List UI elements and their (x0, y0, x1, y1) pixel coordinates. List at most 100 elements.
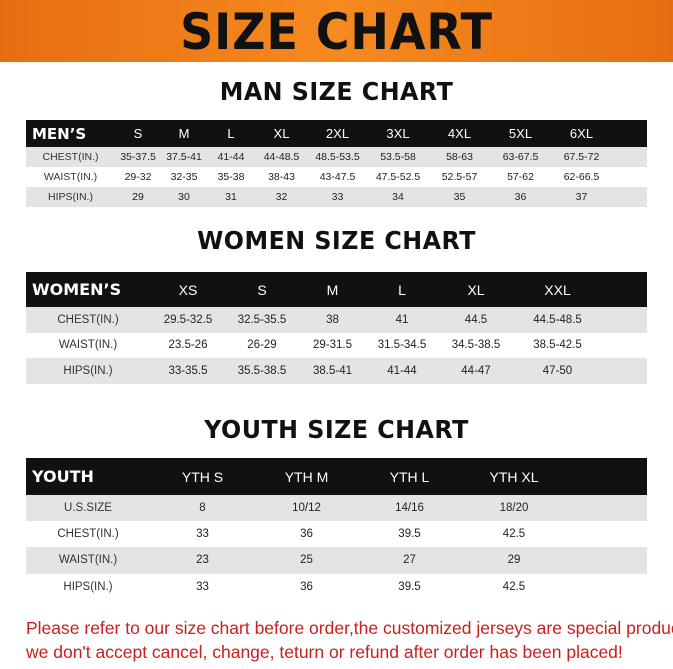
table-row: HIPS(IN.) 29 30 31 32 33 34 35 36 37 (26, 187, 647, 207)
table-cell: 27 (358, 547, 461, 574)
table-cell: 41-44 (207, 147, 255, 167)
row-label: CHEST(IN.) (26, 307, 150, 333)
row-label: HIPS(IN.) (26, 187, 115, 207)
table-cell: 44-47 (437, 358, 515, 384)
table-cell: 10/12 (255, 495, 358, 522)
youth-header-row: YOUTH YTH S YTH M YTH L YTH XL (26, 458, 647, 495)
table-cell: 52.5-57 (429, 167, 490, 187)
table-row: CHEST(IN.) 35-37.5 37.5-41 41-44 44-48.5 48.5… (26, 147, 647, 167)
women-chart-title: WOMEN SIZE CHART (197, 226, 476, 255)
empty-cell (600, 307, 647, 333)
youth-chart-title: YOUTH SIZE CHART (204, 415, 469, 444)
table-cell: 29.5-32.5 (150, 307, 226, 333)
empty-cell (612, 187, 647, 207)
youth-size-table: YOUTH YTH S YTH M YTH L YTH XL U.S.SIZE 8 10/12… (26, 458, 647, 600)
table-row: CHEST(IN.) 29.5-32.5 32.5-35.5 38 41 44.5 44.5… (26, 307, 647, 333)
size-header-cell: 3XL (367, 120, 429, 147)
table-cell: 38-43 (255, 167, 308, 187)
table-row: WAIST(IN.) 23 25 27 29 (26, 547, 647, 574)
size-header-cell: L (207, 120, 255, 147)
table-cell: 41 (367, 307, 437, 333)
table-cell: 58-63 (429, 147, 490, 167)
table-cell: 63-67.5 (490, 147, 551, 167)
table-cell: 48.5-53.5 (308, 147, 367, 167)
table-cell: 32.5-35.5 (226, 307, 298, 333)
table-cell: 53.5-58 (367, 147, 429, 167)
table-cell: 35-37.5 (115, 147, 161, 167)
table-cell: 33-35.5 (150, 358, 226, 384)
size-header-cell: S (226, 272, 298, 307)
table-cell: 39.5 (358, 573, 461, 600)
table-cell: 42.5 (461, 573, 567, 600)
table-cell: 42.5 (461, 521, 567, 548)
table-cell: 41-44 (367, 358, 437, 384)
table-cell: 29-32 (115, 167, 161, 187)
row-label: HIPS(IN.) (26, 573, 150, 600)
size-header-cell: XL (437, 272, 515, 307)
men-size-table: MEN’S S M L XL 2XL 3XL 4XL 5XL 6XL CHEST(IN.) 35-37… (26, 120, 647, 207)
empty-cell (567, 495, 647, 522)
empty-cell (567, 458, 647, 495)
table-cell: 47.5-52.5 (367, 167, 429, 187)
table-cell: 25 (255, 547, 358, 574)
table-cell: 29 (461, 547, 567, 574)
table-cell: 14/16 (358, 495, 461, 522)
row-label: CHEST(IN.) (26, 521, 150, 548)
table-cell: 35-38 (207, 167, 255, 187)
size-header-cell: XL (255, 120, 308, 147)
table-cell: 44.5-48.5 (515, 307, 600, 333)
size-header-cell: YTH S (150, 458, 255, 495)
table-cell: 32-35 (161, 167, 207, 187)
table-cell: 37.5-41 (161, 147, 207, 167)
size-header-cell: 5XL (490, 120, 551, 147)
size-header-cell: XXL (515, 272, 600, 307)
row-label: WAIST(IN.) (26, 332, 150, 358)
empty-cell (600, 358, 647, 384)
table-title-cell: MEN’S (26, 120, 115, 147)
table-cell: 36 (255, 521, 358, 548)
table-cell: 34 (367, 187, 429, 207)
row-label: WAIST(IN.) (26, 547, 150, 574)
table-cell: 44-48.5 (255, 147, 308, 167)
empty-cell (612, 167, 647, 187)
table-cell: 38.5-42.5 (515, 332, 600, 358)
table-cell: 33 (308, 187, 367, 207)
row-label: HIPS(IN.) (26, 358, 150, 384)
size-header-cell: S (115, 120, 161, 147)
size-header-cell: YTH XL (461, 458, 567, 495)
size-header-cell: 6XL (551, 120, 612, 147)
table-cell: 29-31.5 (298, 332, 367, 358)
table-cell: 43-47.5 (308, 167, 367, 187)
table-row: HIPS(IN.) 33 36 39.5 42.5 (26, 573, 647, 600)
note-line-2: we don't accept cancel, change, teturn o… (26, 642, 623, 662)
table-cell: 34.5-38.5 (437, 332, 515, 358)
table-cell: 31 (207, 187, 255, 207)
empty-cell (612, 147, 647, 167)
table-cell: 33 (150, 521, 255, 548)
empty-cell (600, 332, 647, 358)
empty-cell (612, 120, 647, 147)
table-cell: 32 (255, 187, 308, 207)
table-cell: 8 (150, 495, 255, 522)
table-cell: 30 (161, 187, 207, 207)
banner-title: SIZE CHART (180, 3, 493, 61)
table-cell: 38 (298, 307, 367, 333)
table-cell: 44.5 (437, 307, 515, 333)
size-header-cell: M (298, 272, 367, 307)
empty-cell (567, 547, 647, 574)
row-label: WAIST(IN.) (26, 167, 115, 187)
table-cell: 35.5-38.5 (226, 358, 298, 384)
table-cell: 36 (490, 187, 551, 207)
table-title-cell: WOMEN’S (26, 272, 150, 307)
size-header-cell: L (367, 272, 437, 307)
women-size-table: WOMEN’S XS S M L XL XXL CHEST(IN.) 29.5-32.5 32.5… (26, 272, 647, 384)
size-header-cell: YTH M (255, 458, 358, 495)
table-row: CHEST(IN.) 33 36 39.5 42.5 (26, 521, 647, 548)
size-header-cell: XS (150, 272, 226, 307)
table-cell: 31.5-34.5 (367, 332, 437, 358)
men-chart-title: MAN SIZE CHART (219, 77, 454, 106)
size-header-cell: M (161, 120, 207, 147)
table-row: HIPS(IN.) 33-35.5 35.5-38.5 38.5-41 41-44 44-… (26, 358, 647, 384)
banner: SIZE CHART (0, 0, 673, 62)
table-row: WAIST(IN.) 29-32 32-35 35-38 38-43 43-47.5 47.… (26, 167, 647, 187)
